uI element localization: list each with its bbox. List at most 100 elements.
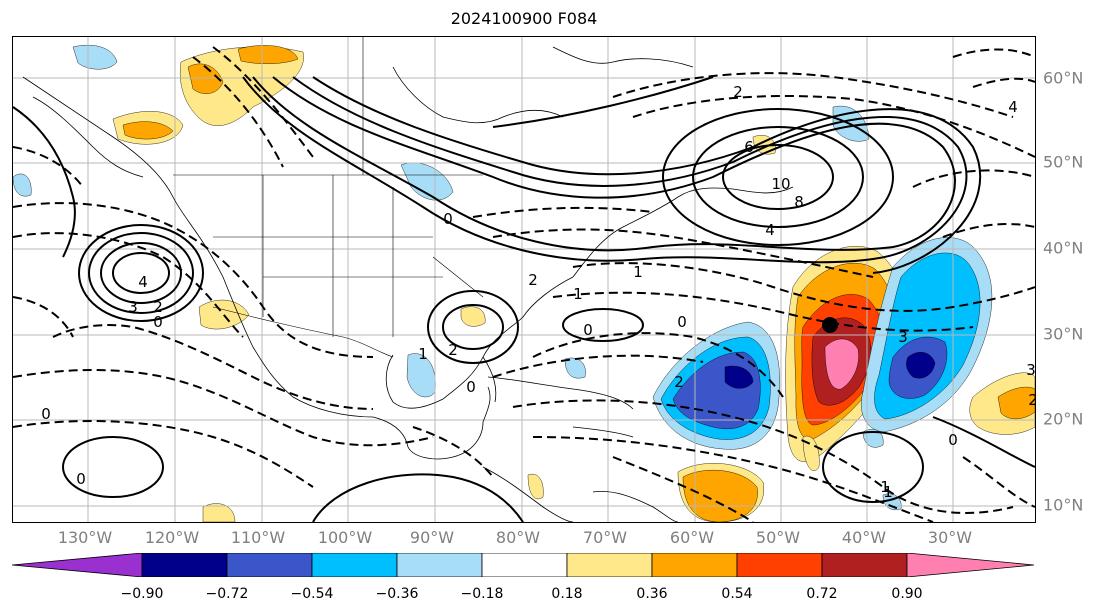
colorbar-tick-label: −0.90	[120, 586, 164, 602]
coastline	[552, 46, 694, 68]
longitude-label: 40°W	[841, 528, 887, 547]
coastline	[32, 96, 144, 178]
latitude-label: 60°N	[1043, 68, 1084, 88]
pos-area	[997, 386, 1035, 420]
contour-label: 0	[443, 210, 453, 228]
latitude-label: 30°N	[1043, 324, 1084, 344]
neg-area	[906, 352, 936, 379]
pos-area	[122, 121, 174, 140]
contour-label: 0	[153, 313, 163, 331]
colorbar-tick-label: 0.72	[806, 586, 838, 602]
colorbar-tick-label: 0.54	[721, 586, 753, 602]
colorbar-segment	[566, 553, 653, 577]
pos-area	[824, 338, 859, 390]
contour-label: 1	[883, 483, 893, 501]
colorbar-segment	[311, 553, 398, 577]
latitude-label: 20°N	[1043, 409, 1084, 429]
contours	[13, 76, 1035, 522]
contour-label: 2	[674, 373, 684, 391]
contour-label: 2	[1028, 391, 1035, 409]
neg-area	[862, 429, 884, 448]
contour-labels: 432061084321000021301021024021	[41, 83, 1035, 501]
contour-label: 8	[794, 193, 804, 211]
pos-area	[802, 435, 820, 471]
latitude-label: 40°N	[1043, 238, 1084, 258]
latitude-label: 50°N	[1043, 152, 1084, 172]
longitude-label: 50°W	[755, 528, 801, 547]
pos-area	[237, 45, 299, 64]
gridlines	[13, 37, 1035, 522]
coastline	[482, 356, 497, 403]
anomaly-shading	[13, 44, 1035, 522]
neg-area	[72, 44, 118, 70]
longitude-label: 30°W	[927, 528, 973, 547]
contour-label: 1	[573, 285, 583, 303]
low-center-marker	[914, 359, 930, 375]
dashed-contours	[13, 46, 1035, 522]
contour-label: 3	[1026, 361, 1035, 379]
contour-label: 0	[76, 470, 86, 488]
colorbar-tick-label: −0.72	[205, 586, 249, 602]
longitude-label: 60°W	[669, 528, 715, 547]
contour-label: 0	[948, 431, 958, 449]
contour-label: 0	[41, 405, 51, 423]
colorbar-tick-label: −0.54	[290, 586, 334, 602]
contour-label: 2	[448, 341, 458, 359]
neg-area	[724, 365, 754, 389]
contour-label: 1	[880, 478, 890, 496]
map-title: 2024100900 F084	[450, 9, 598, 28]
coastlines	[22, 46, 794, 522]
map-plot[interactable]: 432061084321000021301021024021	[13, 37, 1035, 522]
longitude-label: 70°W	[582, 528, 628, 547]
colorbar-segment	[906, 553, 1034, 577]
colorbar-segment	[481, 553, 568, 577]
coastline	[22, 76, 374, 418]
coastline	[392, 66, 564, 124]
colorbar-tick-label: −0.18	[460, 586, 504, 602]
colorbar	[12, 553, 1034, 577]
colorbar-segment	[821, 553, 908, 577]
neg-area	[13, 173, 32, 197]
longitude-label: 130°W	[57, 528, 113, 547]
colorbar-segment	[12, 553, 143, 577]
low-center-marker	[822, 317, 838, 333]
contour-label: 4	[1008, 98, 1018, 116]
colorbar-segment	[141, 553, 228, 577]
colorbar-tick-label: 0.90	[891, 586, 923, 602]
pos-area	[460, 306, 486, 327]
colorbar-tick-label: 0.36	[636, 586, 668, 602]
coastline	[592, 490, 679, 522]
pos-area	[187, 63, 224, 94]
longitude-label: 100°W	[317, 528, 373, 547]
contour-label: 2	[153, 298, 163, 316]
latitude-label: 10°N	[1043, 495, 1084, 515]
contour-label: 4	[765, 221, 775, 239]
contour-label: 0	[583, 321, 593, 339]
pos-area	[527, 473, 544, 500]
contour-label: 2	[733, 83, 743, 101]
contour-label: 4	[138, 273, 148, 291]
longitude-label: 90°W	[409, 528, 455, 547]
contour-label: 3	[128, 298, 138, 316]
colorbar-segment	[396, 553, 483, 577]
coastline	[572, 186, 794, 278]
contour-label: 0	[466, 378, 476, 396]
colorbar-segment	[226, 553, 313, 577]
pos-area	[682, 469, 758, 522]
colorbar-tick-label: −0.36	[375, 586, 419, 602]
longitude-label: 80°W	[495, 528, 541, 547]
contour-label: 0	[677, 313, 687, 331]
contour-label: 6	[744, 138, 754, 156]
longitude-label: 120°W	[144, 528, 200, 547]
coastline	[487, 376, 634, 410]
contour-label: 2	[528, 271, 538, 289]
neg-area	[564, 357, 586, 379]
colorbar-segment	[736, 553, 823, 577]
colorbar-segment	[651, 553, 738, 577]
coastline	[482, 466, 574, 522]
map-panel[interactable]: 432061084321000021301021024021	[12, 36, 1036, 523]
contour-label: 10	[771, 175, 790, 193]
neg-area	[400, 162, 454, 201]
contour-label: 1	[633, 263, 643, 281]
pos-area	[202, 503, 236, 522]
